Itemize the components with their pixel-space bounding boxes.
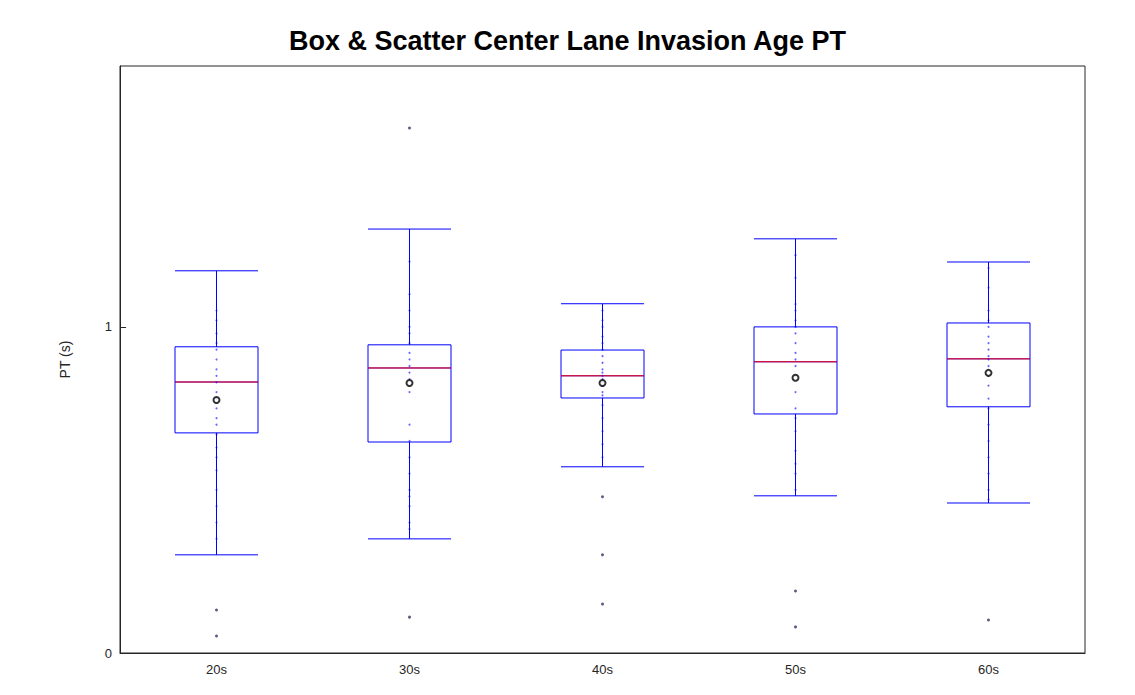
svg-text:1: 1	[105, 319, 112, 334]
svg-text:Box & Scatter Center Lane Inva: Box & Scatter Center Lane Invasion Age P…	[289, 26, 847, 56]
svg-text:40s: 40s	[592, 662, 613, 677]
svg-text:60s: 60s	[978, 662, 999, 677]
svg-text:20s: 20s	[206, 662, 227, 677]
svg-text:50s: 50s	[785, 662, 806, 677]
svg-text:0: 0	[105, 646, 112, 661]
svg-text:PT (s): PT (s)	[57, 341, 73, 379]
svg-text:30s: 30s	[399, 662, 420, 677]
